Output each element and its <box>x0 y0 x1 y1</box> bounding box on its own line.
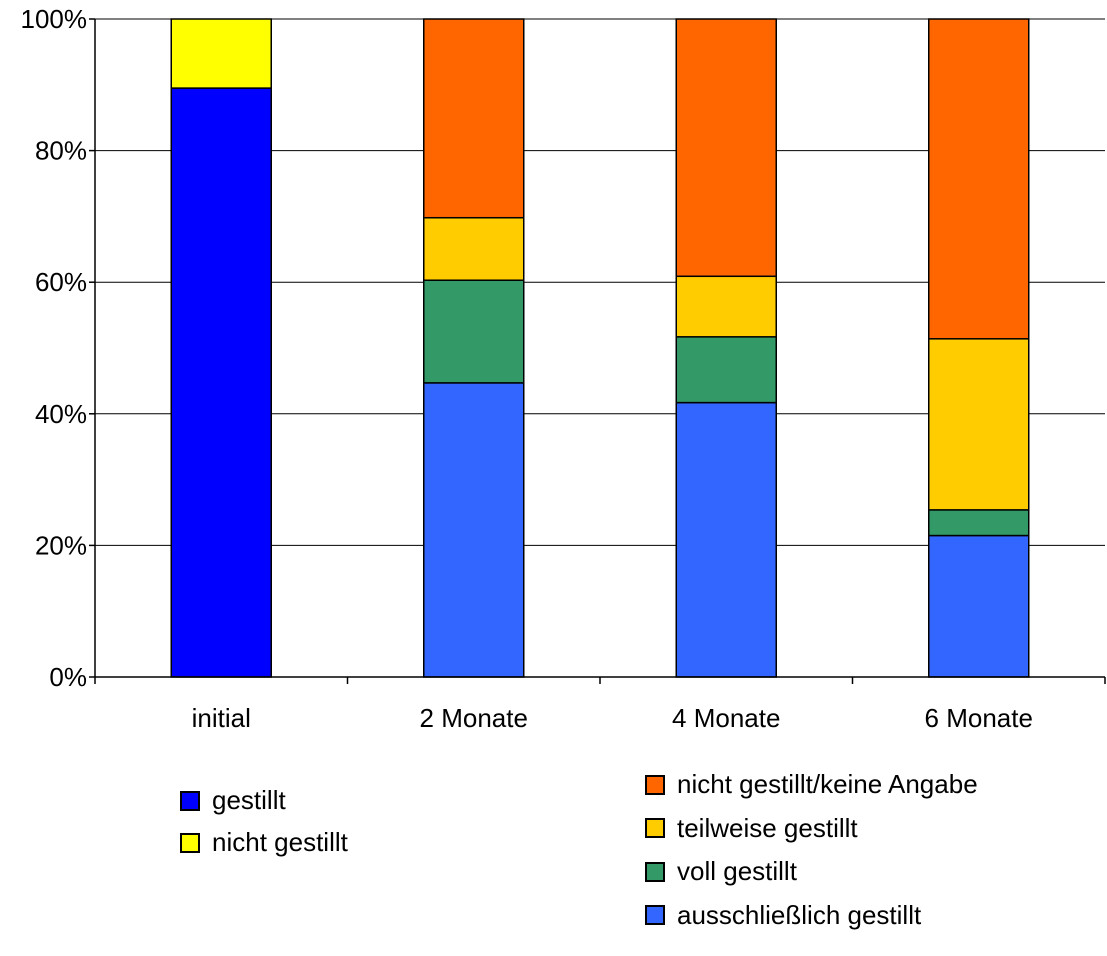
legend-swatch <box>180 832 200 853</box>
bar-stacks <box>170 18 1030 678</box>
y-tick-label: 80% <box>35 136 87 166</box>
y-tick-label: 100% <box>21 4 88 34</box>
bar-segment <box>675 275 777 338</box>
bar-segment <box>675 336 777 404</box>
legend-item: voll gestillt <box>645 856 797 887</box>
bar-segment <box>928 534 1030 678</box>
bar-stack-2-monate <box>423 18 525 678</box>
bar-segment <box>423 382 525 678</box>
bar-segment <box>170 18 272 89</box>
x-tick-label: 2 Monate <box>420 703 528 733</box>
bar-segment <box>928 338 1030 511</box>
bar-segment <box>675 18 777 278</box>
legend-swatch <box>645 774 665 795</box>
bar-stack-4-monate <box>675 18 777 678</box>
x-axis-labels: initial 2 Monate 4 Monate 6 Monate <box>192 703 1033 733</box>
legend-label: gestillt <box>212 785 286 815</box>
bar-segment <box>423 18 525 219</box>
y-tick-label: 60% <box>35 267 87 297</box>
legend-item: ausschließlich gestillt <box>645 900 921 931</box>
legend-swatch <box>180 790 200 811</box>
legend-label: voll gestillt <box>677 856 797 886</box>
bar-stack-initial <box>170 18 272 678</box>
legend-label: nicht gestillt/keine Angabe <box>677 769 978 799</box>
bar-segment <box>675 401 777 678</box>
bar-segment <box>423 216 525 281</box>
y-tick-label: 40% <box>35 399 87 429</box>
x-tick-label: 4 Monate <box>672 703 780 733</box>
y-tick-label: 0% <box>49 662 87 692</box>
legend-item: nicht gestillt/keine Angabe <box>645 769 978 800</box>
bar-segment <box>423 279 525 384</box>
legend-swatch <box>645 905 665 925</box>
bar-segment <box>928 509 1030 537</box>
legend-label: teilweise gestillt <box>677 812 858 843</box>
legend-swatch <box>645 861 665 882</box>
y-axis-ticks: 0% 20% 40% 60% 80% 100% <box>21 4 95 692</box>
legend-item: nicht gestillt <box>180 827 348 858</box>
axes <box>94 19 1106 684</box>
y-tick-label: 20% <box>35 530 87 560</box>
x-tick-label: 6 Monate <box>925 703 1033 733</box>
legend-label: ausschließlich gestillt <box>677 899 922 930</box>
legend-item: teilweise gestillt <box>645 813 858 844</box>
legend-item: gestillt <box>180 785 286 816</box>
legend-swatch <box>645 818 665 838</box>
stacked-bar-chart: 0% 20% 40% 60% 80% 100% initial 2 Monate 4 Mona… <box>21 4 1106 733</box>
legend-label: nicht gestillt <box>212 827 348 857</box>
bar-stack-6-monate <box>928 18 1030 678</box>
bar-segment <box>170 87 272 678</box>
x-tick-label: initial <box>192 703 251 733</box>
bar-segment <box>928 18 1030 340</box>
